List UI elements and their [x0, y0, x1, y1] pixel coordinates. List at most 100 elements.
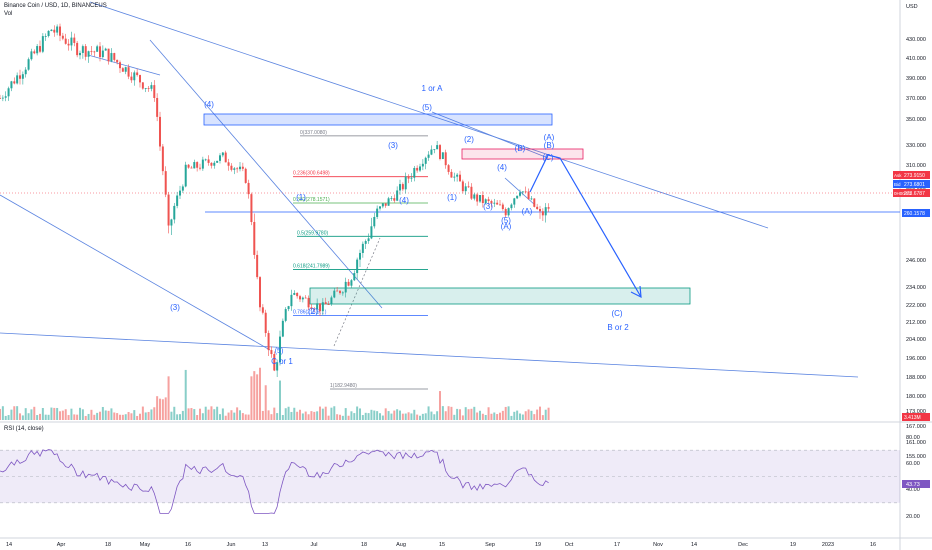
- time-tick: 19: [535, 542, 541, 548]
- trendline-small-channel-top: [431, 111, 549, 159]
- price-tick: 222.000: [906, 303, 926, 309]
- volume-bar: [207, 409, 210, 420]
- wave-label: (3): [170, 303, 180, 312]
- candle-body: [373, 216, 376, 227]
- volume-bar: [376, 411, 379, 420]
- price-tick: 310.000: [906, 163, 926, 169]
- candle-body: [393, 198, 396, 201]
- wave-label: (A): [544, 133, 555, 142]
- candle-body: [436, 145, 439, 150]
- candle-body: [339, 290, 341, 294]
- volume-bar: [104, 410, 107, 420]
- projection-arrow-head: [630, 285, 642, 299]
- price-tag-value: 273.6801: [904, 182, 925, 188]
- volume-bar: [301, 413, 304, 420]
- wave-label: (1): [447, 193, 457, 202]
- candle-body: [321, 302, 324, 312]
- price-tag-label: Ask: [894, 173, 902, 178]
- candle-body: [47, 30, 50, 37]
- candle-body: [439, 145, 441, 159]
- volume-bar: [159, 398, 161, 420]
- volume-bar: [464, 407, 467, 420]
- candle-body: [410, 177, 413, 179]
- price-tick: 430.000: [906, 37, 926, 43]
- candle-body: [421, 163, 424, 167]
- fib-level-label: 1(182.9480): [330, 383, 357, 389]
- price-tick: 204.000: [906, 337, 926, 343]
- candle-body: [141, 82, 144, 89]
- volume-bar: [127, 412, 130, 420]
- volume-bar: [76, 414, 79, 420]
- time-tick: Dec: [738, 542, 748, 548]
- volume-bar: [230, 410, 233, 420]
- volume-bar: [44, 414, 47, 420]
- candle-body: [30, 51, 33, 60]
- candle-body: [59, 26, 61, 36]
- candle-body: [493, 202, 496, 204]
- candle-body: [64, 38, 67, 44]
- volume-bar: [101, 406, 104, 420]
- candle-body: [93, 51, 96, 53]
- wave-label: (5): [275, 348, 284, 355]
- volume-bar: [141, 406, 144, 420]
- fib-level-label: 0.5(259.9780): [297, 230, 328, 236]
- candle-body: [310, 307, 313, 309]
- volume-bar: [496, 414, 499, 420]
- time-tick: Jun: [227, 542, 236, 548]
- volume-bar: [173, 406, 176, 420]
- trendline-lower-left: [0, 194, 271, 351]
- volume-bar: [281, 415, 284, 420]
- wave-label: C or 1: [271, 357, 293, 366]
- candle-body: [530, 198, 533, 200]
- candle-body: [73, 37, 76, 43]
- candle-body: [213, 162, 216, 166]
- wave-label: (3): [388, 141, 398, 150]
- wave-label: (2): [308, 307, 318, 316]
- candle-body: [521, 191, 524, 193]
- price-tick: 180.000: [906, 394, 926, 400]
- price-tick: 330.000: [906, 143, 926, 149]
- wave-label: (A): [501, 222, 512, 231]
- wave-label: (C): [542, 153, 553, 162]
- time-tick: 16: [870, 542, 876, 548]
- volume-bar: [413, 409, 416, 420]
- candle-body: [464, 186, 467, 192]
- candle-body: [476, 194, 479, 202]
- time-tick: 15: [439, 542, 445, 548]
- candle-body: [39, 46, 41, 52]
- fib-level-label: 0.236(300.6498): [293, 171, 330, 177]
- candle-body: [176, 195, 179, 206]
- volume-bar: [4, 415, 7, 420]
- price-tag: [893, 171, 930, 179]
- volume-bar: [61, 410, 64, 420]
- candle-body: [107, 48, 110, 62]
- candle-body: [4, 96, 7, 98]
- volume-bar: [493, 412, 496, 420]
- volume-bar: [456, 408, 459, 420]
- candle-body: [153, 85, 156, 98]
- volume-bar: [336, 414, 339, 420]
- candle-body: [170, 219, 173, 226]
- time-tick: Apr: [57, 542, 66, 548]
- rsi-label: RSI (14, close): [4, 426, 44, 432]
- candle-body: [187, 164, 190, 168]
- candle-body: [44, 36, 47, 37]
- volume-bar: [210, 406, 213, 420]
- volume-bar: [136, 415, 139, 420]
- volume-bar: [241, 413, 244, 420]
- candle-body: [376, 208, 379, 217]
- volume-bar: [450, 406, 453, 420]
- time-tick: 14: [691, 542, 697, 548]
- volume-bar: [447, 406, 450, 420]
- candle-body: [0, 98, 1, 99]
- wave-label: B or 2: [607, 323, 629, 332]
- currency-label: USD: [906, 4, 918, 10]
- volume-bar: [547, 407, 550, 420]
- wave-label: (3): [483, 202, 493, 211]
- candle-body: [299, 296, 301, 300]
- candle-body: [27, 59, 30, 70]
- candle-body: [501, 204, 504, 210]
- candle-body: [130, 76, 133, 81]
- volume-bar: [73, 414, 76, 420]
